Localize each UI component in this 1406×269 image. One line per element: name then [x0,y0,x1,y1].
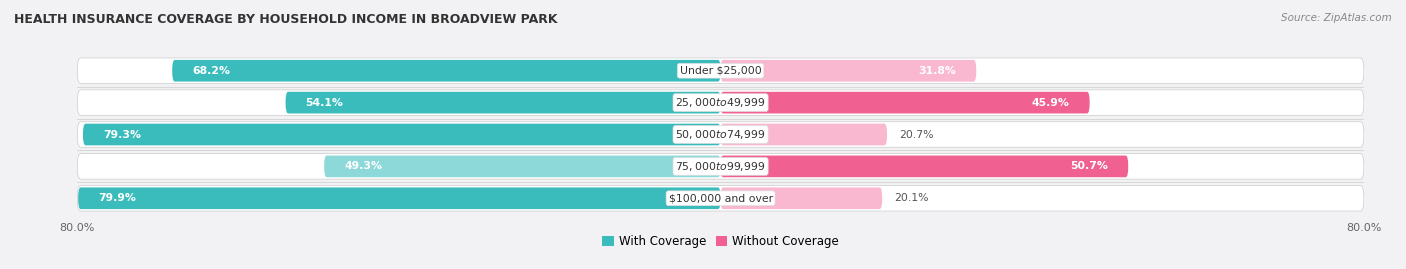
Text: Source: ZipAtlas.com: Source: ZipAtlas.com [1281,13,1392,23]
FancyBboxPatch shape [721,92,1090,114]
Text: 79.3%: 79.3% [103,129,141,140]
Text: 54.1%: 54.1% [305,98,343,108]
Text: 20.7%: 20.7% [898,129,934,140]
Text: $50,000 to $74,999: $50,000 to $74,999 [675,128,766,141]
Text: 31.8%: 31.8% [918,66,956,76]
Text: 49.3%: 49.3% [344,161,382,171]
FancyBboxPatch shape [721,187,882,209]
FancyBboxPatch shape [721,155,1128,177]
FancyBboxPatch shape [325,155,721,177]
Text: Under $25,000: Under $25,000 [679,66,762,76]
Text: $75,000 to $99,999: $75,000 to $99,999 [675,160,766,173]
Text: $100,000 and over: $100,000 and over [668,193,773,203]
FancyBboxPatch shape [721,60,976,82]
FancyBboxPatch shape [83,124,721,145]
FancyBboxPatch shape [77,58,1364,83]
FancyBboxPatch shape [285,92,721,114]
FancyBboxPatch shape [172,60,721,82]
Legend: With Coverage, Without Coverage: With Coverage, Without Coverage [598,230,844,253]
Text: $25,000 to $49,999: $25,000 to $49,999 [675,96,766,109]
FancyBboxPatch shape [77,90,1364,115]
Text: 68.2%: 68.2% [193,66,231,76]
FancyBboxPatch shape [721,124,887,145]
Text: 50.7%: 50.7% [1070,161,1108,171]
Text: 79.9%: 79.9% [98,193,136,203]
FancyBboxPatch shape [77,186,1364,211]
FancyBboxPatch shape [77,154,1364,179]
FancyBboxPatch shape [77,122,1364,147]
Text: 45.9%: 45.9% [1032,98,1070,108]
Text: HEALTH INSURANCE COVERAGE BY HOUSEHOLD INCOME IN BROADVIEW PARK: HEALTH INSURANCE COVERAGE BY HOUSEHOLD I… [14,13,558,26]
FancyBboxPatch shape [79,187,721,209]
Text: 20.1%: 20.1% [894,193,929,203]
